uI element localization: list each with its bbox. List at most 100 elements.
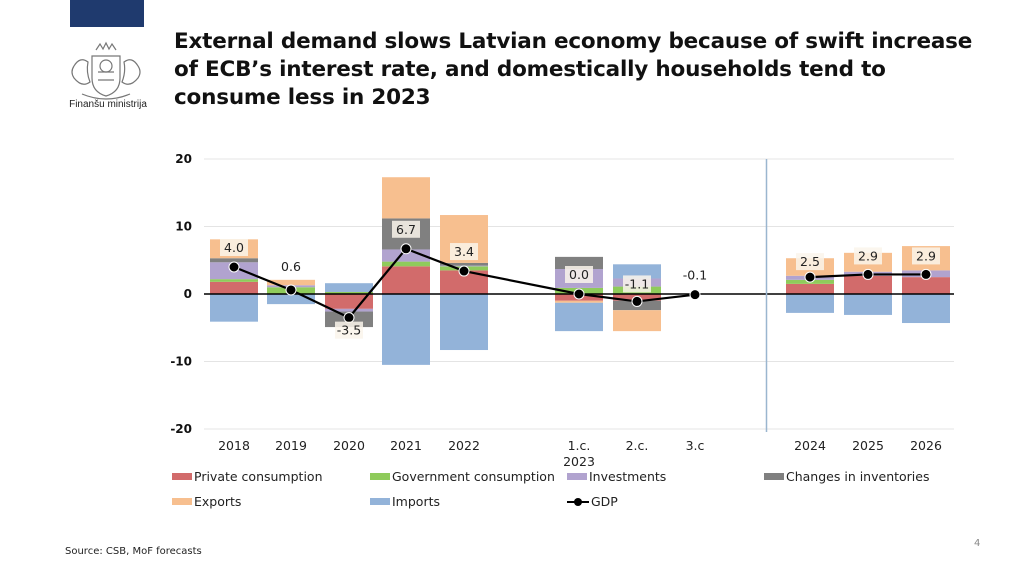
gdp-label-bg bbox=[912, 247, 940, 265]
legend-swatch bbox=[370, 498, 390, 505]
legend-label: Exports bbox=[194, 494, 242, 509]
gdp-point bbox=[631, 295, 643, 307]
x-tick-label: 2020 bbox=[333, 438, 365, 453]
legend-label: Imports bbox=[392, 494, 440, 509]
bar-segment-private-consumption bbox=[382, 266, 430, 294]
legend-item-investments: Investments bbox=[567, 469, 666, 484]
gdp-data-label: 3.4 bbox=[454, 244, 474, 259]
bar-segment-exports bbox=[613, 310, 661, 332]
bar-segment-changes-in-inventories bbox=[210, 258, 258, 263]
source-note: Source: CSB, MoF forecasts bbox=[65, 546, 202, 557]
x-tick-label: 1.c. bbox=[568, 438, 591, 453]
bar-segment-private-consumption bbox=[210, 281, 258, 294]
legend-label: Government consumption bbox=[392, 469, 555, 484]
gdp-point bbox=[573, 288, 585, 300]
gdp-data-label: 4.0 bbox=[224, 240, 244, 255]
y-axis-ticks: 20 10 0 -10 -20 bbox=[170, 152, 192, 436]
x-tick-label: 2022 bbox=[448, 438, 480, 453]
slide-title: External demand slows Latvian economy be… bbox=[174, 29, 973, 110]
x-tick-label: 2024 bbox=[794, 438, 826, 453]
legend-item-gdp: GDP bbox=[567, 494, 618, 509]
bar-segment-private-consumption bbox=[902, 277, 950, 294]
gdp-data-label: 0.0 bbox=[569, 267, 589, 282]
legend-swatch bbox=[172, 498, 192, 505]
bar-segment-government-consumption bbox=[325, 291, 373, 294]
bar-segment-imports bbox=[325, 283, 373, 292]
gdp-data-label: 2.9 bbox=[916, 248, 936, 263]
bar-segment-imports bbox=[267, 294, 315, 305]
gdp-data-label: -1.1 bbox=[625, 276, 649, 291]
bar-segment-imports bbox=[210, 294, 258, 322]
legend-item-exports: Exports bbox=[172, 494, 241, 509]
bar-segment-private-consumption bbox=[440, 270, 488, 294]
gdp-data-label: -3.5 bbox=[337, 323, 361, 338]
bar-segment-imports bbox=[786, 294, 834, 313]
bar-segment-government-consumption bbox=[210, 279, 258, 282]
brand-bar bbox=[70, 0, 144, 27]
page-number: 4 bbox=[974, 538, 981, 549]
legend-swatch bbox=[370, 473, 390, 480]
gdp-label-bg bbox=[796, 253, 824, 271]
y-tick-label: 20 bbox=[175, 152, 192, 166]
x-tick-label: 2019 bbox=[275, 438, 307, 453]
legend-label: GDP bbox=[591, 494, 618, 509]
x-axis-ticks: 2018 2019 2020 2021 2022 1.c.2023 2.c. 3.c 2024 2… bbox=[218, 438, 942, 469]
bar-segment-imports bbox=[902, 294, 950, 324]
legend-label: Changes in inventories bbox=[786, 469, 930, 484]
bar-segment-government-consumption bbox=[382, 261, 430, 267]
legend-item-private-consumption: Private consumption bbox=[172, 469, 323, 484]
y-tick-label: -20 bbox=[170, 422, 192, 436]
gdp-line bbox=[228, 243, 932, 324]
legend-swatch bbox=[764, 473, 784, 480]
y-tick-label: 0 bbox=[184, 287, 192, 301]
gdp-line-historical bbox=[233, 247, 696, 319]
legend-item-changes-in-inventories: Changes in inventories bbox=[764, 469, 929, 484]
ministry-name: Finanšu ministrija bbox=[69, 99, 147, 110]
gdp-label-bg bbox=[392, 220, 420, 238]
gdp-data-label: -0.1 bbox=[683, 268, 707, 283]
legend-item-government-consumption: Government consumption bbox=[370, 469, 555, 484]
bar-segment-changes-in-inventories bbox=[440, 262, 488, 266]
x-tick-label: 2026 bbox=[910, 438, 942, 453]
gdp-label-bg bbox=[623, 275, 651, 293]
bar-segment-investments bbox=[325, 308, 373, 312]
gdp-point bbox=[458, 265, 470, 277]
x-tick-label: 2023 bbox=[563, 454, 595, 469]
gdp-point bbox=[228, 261, 240, 273]
bar-segment-private-consumption bbox=[325, 294, 373, 309]
coat-of-arms-logo bbox=[71, 41, 141, 100]
bar-segment-private-consumption bbox=[786, 283, 834, 294]
legend-item-imports: Imports bbox=[370, 494, 440, 509]
gdp-label-bg bbox=[220, 239, 248, 256]
bar-segment-imports bbox=[613, 264, 661, 279]
gdp-data-label: 2.9 bbox=[858, 248, 878, 263]
gdp-point bbox=[285, 284, 297, 296]
x-tick-label: 2025 bbox=[852, 438, 884, 453]
legend-label: Private consumption bbox=[194, 469, 323, 484]
bar-segment-imports bbox=[555, 302, 603, 332]
gdp-point bbox=[400, 243, 412, 255]
bar-segment-exports bbox=[382, 177, 430, 219]
bar-segment-changes-in-inventories bbox=[555, 256, 603, 270]
x-tick-label: 3.c bbox=[686, 438, 705, 453]
bar-segment-imports bbox=[440, 294, 488, 351]
gdp-point bbox=[343, 312, 355, 324]
gdp-line-marker-icon bbox=[567, 497, 589, 507]
bar-segment-exports bbox=[267, 279, 315, 286]
legend-swatch bbox=[567, 473, 587, 480]
legend-swatch bbox=[172, 473, 192, 480]
gdp-data-label: 2.5 bbox=[800, 254, 820, 269]
gdp-data-labels: 4.0 0.6 -3.5 6.7 3.4 0.0 -1.1 -0.1 2.5 2.9 2.9 bbox=[220, 220, 940, 339]
y-tick-label: -10 bbox=[170, 355, 192, 369]
gdp-point bbox=[920, 268, 932, 280]
gdp-label-bg bbox=[450, 243, 478, 261]
x-tick-label: 2021 bbox=[390, 438, 422, 453]
gdp-point bbox=[689, 289, 701, 301]
legend-label: Investments bbox=[589, 469, 667, 484]
x-tick-label: 2.c. bbox=[626, 438, 649, 453]
gdp-point bbox=[804, 271, 816, 283]
bar-segment-private-consumption bbox=[844, 275, 892, 294]
bar-segment-imports bbox=[844, 294, 892, 315]
gdp-label-bg bbox=[565, 266, 593, 283]
